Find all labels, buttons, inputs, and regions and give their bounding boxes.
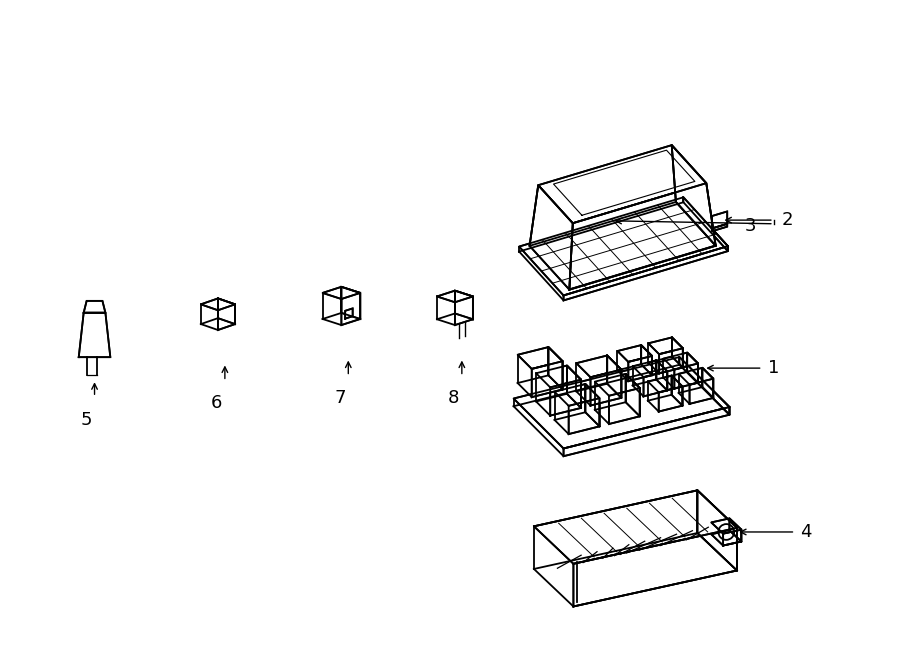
Polygon shape [529, 185, 572, 290]
Polygon shape [563, 407, 729, 456]
Polygon shape [656, 360, 667, 391]
Polygon shape [633, 360, 667, 377]
Polygon shape [554, 384, 599, 406]
Polygon shape [711, 518, 742, 533]
Polygon shape [341, 293, 360, 325]
Polygon shape [585, 384, 599, 426]
Text: 7: 7 [335, 389, 346, 407]
Polygon shape [663, 352, 698, 369]
Polygon shape [628, 356, 652, 381]
Polygon shape [536, 366, 581, 387]
Polygon shape [437, 291, 472, 302]
Polygon shape [679, 368, 713, 385]
Polygon shape [563, 246, 728, 300]
Text: 6: 6 [212, 394, 222, 412]
Polygon shape [626, 374, 640, 416]
Polygon shape [576, 356, 621, 377]
Polygon shape [723, 529, 742, 545]
Polygon shape [534, 490, 737, 564]
Polygon shape [689, 379, 713, 404]
Polygon shape [617, 345, 652, 362]
Polygon shape [514, 357, 729, 449]
Polygon shape [674, 364, 698, 389]
Polygon shape [659, 387, 682, 412]
Polygon shape [84, 301, 105, 313]
Polygon shape [659, 348, 683, 373]
Polygon shape [218, 298, 235, 324]
Polygon shape [454, 291, 472, 319]
Polygon shape [569, 398, 599, 434]
Polygon shape [688, 352, 698, 383]
Text: 2: 2 [782, 211, 793, 229]
Polygon shape [218, 304, 235, 330]
Polygon shape [712, 224, 727, 231]
Polygon shape [548, 347, 562, 389]
Polygon shape [78, 313, 111, 357]
Polygon shape [341, 287, 360, 319]
Polygon shape [671, 145, 716, 246]
Polygon shape [538, 145, 706, 223]
Polygon shape [518, 347, 562, 369]
Polygon shape [322, 287, 360, 299]
Polygon shape [345, 309, 353, 319]
Polygon shape [608, 356, 621, 398]
Polygon shape [609, 388, 640, 424]
Polygon shape [532, 361, 562, 397]
Text: 8: 8 [448, 389, 459, 407]
Polygon shape [648, 375, 682, 393]
Polygon shape [641, 345, 652, 375]
Polygon shape [570, 183, 716, 290]
Polygon shape [698, 490, 737, 570]
Polygon shape [711, 530, 742, 545]
Polygon shape [729, 518, 742, 541]
Polygon shape [550, 379, 581, 416]
Text: 1: 1 [768, 359, 778, 377]
Text: 4: 4 [800, 523, 812, 541]
Polygon shape [595, 374, 640, 396]
Text: 5: 5 [81, 411, 92, 429]
Polygon shape [573, 528, 737, 607]
Polygon shape [519, 197, 728, 295]
Text: 3: 3 [744, 217, 756, 235]
Polygon shape [683, 197, 728, 251]
Polygon shape [648, 337, 683, 354]
Polygon shape [201, 298, 235, 310]
Polygon shape [590, 369, 621, 406]
Polygon shape [567, 366, 581, 408]
Polygon shape [672, 337, 683, 368]
Polygon shape [702, 368, 713, 398]
Polygon shape [454, 296, 472, 325]
Polygon shape [671, 375, 682, 406]
Polygon shape [680, 357, 729, 414]
Polygon shape [712, 212, 727, 229]
Polygon shape [644, 371, 667, 397]
